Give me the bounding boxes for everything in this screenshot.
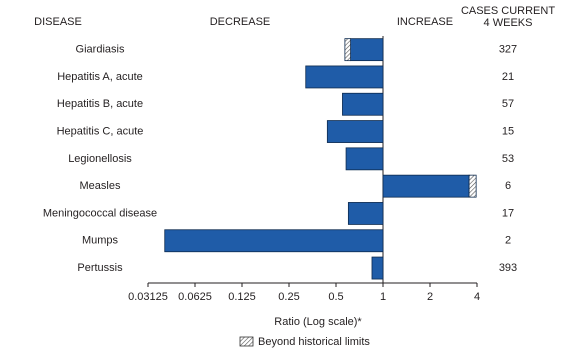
- cases-value: 21: [502, 71, 514, 83]
- bar: [382, 174, 470, 198]
- cases-value: 6: [505, 180, 511, 192]
- cases-value: 53: [502, 153, 514, 165]
- x-axis-label: Ratio (Log scale)*: [274, 316, 362, 328]
- disease-label: Hepatitis B, acute: [57, 98, 143, 110]
- x-tick-label: 0.5: [328, 291, 343, 303]
- bar: [347, 202, 384, 225]
- disease-label: Measles: [80, 180, 121, 192]
- cases-value: 2: [505, 235, 511, 247]
- disease-label: Meningococcal disease: [43, 207, 157, 219]
- x-tick-label: 4: [474, 291, 480, 303]
- cases-header: CASES CURRENT: [461, 5, 555, 17]
- beyond-limits: [468, 174, 477, 198]
- x-tick-label: 2: [427, 291, 433, 303]
- bar: [350, 38, 384, 62]
- cases-header: 4 WEEKS: [484, 17, 533, 29]
- disease-label: Mumps: [82, 235, 119, 247]
- disease-label: Pertussis: [77, 262, 123, 274]
- disease-label: Hepatitis A, acute: [57, 71, 143, 83]
- bar: [305, 65, 384, 89]
- x-tick-label: 0.125: [228, 291, 256, 303]
- legend-label: Beyond historical limits: [258, 336, 370, 348]
- disease-label: Hepatitis C, acute: [57, 125, 144, 137]
- disease-label: Giardiasis: [76, 44, 125, 56]
- cases-value: 57: [502, 98, 514, 110]
- x-tick-label: 1: [380, 291, 386, 303]
- disease-label: Legionellosis: [68, 153, 132, 165]
- beyond-limits: [344, 38, 351, 62]
- bar: [164, 229, 384, 253]
- increase-header: INCREASE: [397, 16, 453, 28]
- bar: [342, 92, 384, 116]
- x-tick-label: 0.25: [278, 291, 299, 303]
- x-tick-label: 0.0625: [178, 291, 212, 303]
- x-tick-label: 0.03125: [128, 291, 168, 303]
- cases-value: 393: [499, 262, 517, 274]
- bar: [326, 120, 384, 143]
- cases-value: 327: [499, 44, 517, 56]
- bar: [345, 147, 384, 171]
- cases-value: 15: [502, 125, 514, 137]
- bar: [371, 256, 384, 280]
- cases-value: 17: [502, 207, 514, 219]
- legend-swatch: [239, 336, 254, 347]
- disease-header: DISEASE: [34, 16, 82, 28]
- decrease-header: DECREASE: [210, 16, 271, 28]
